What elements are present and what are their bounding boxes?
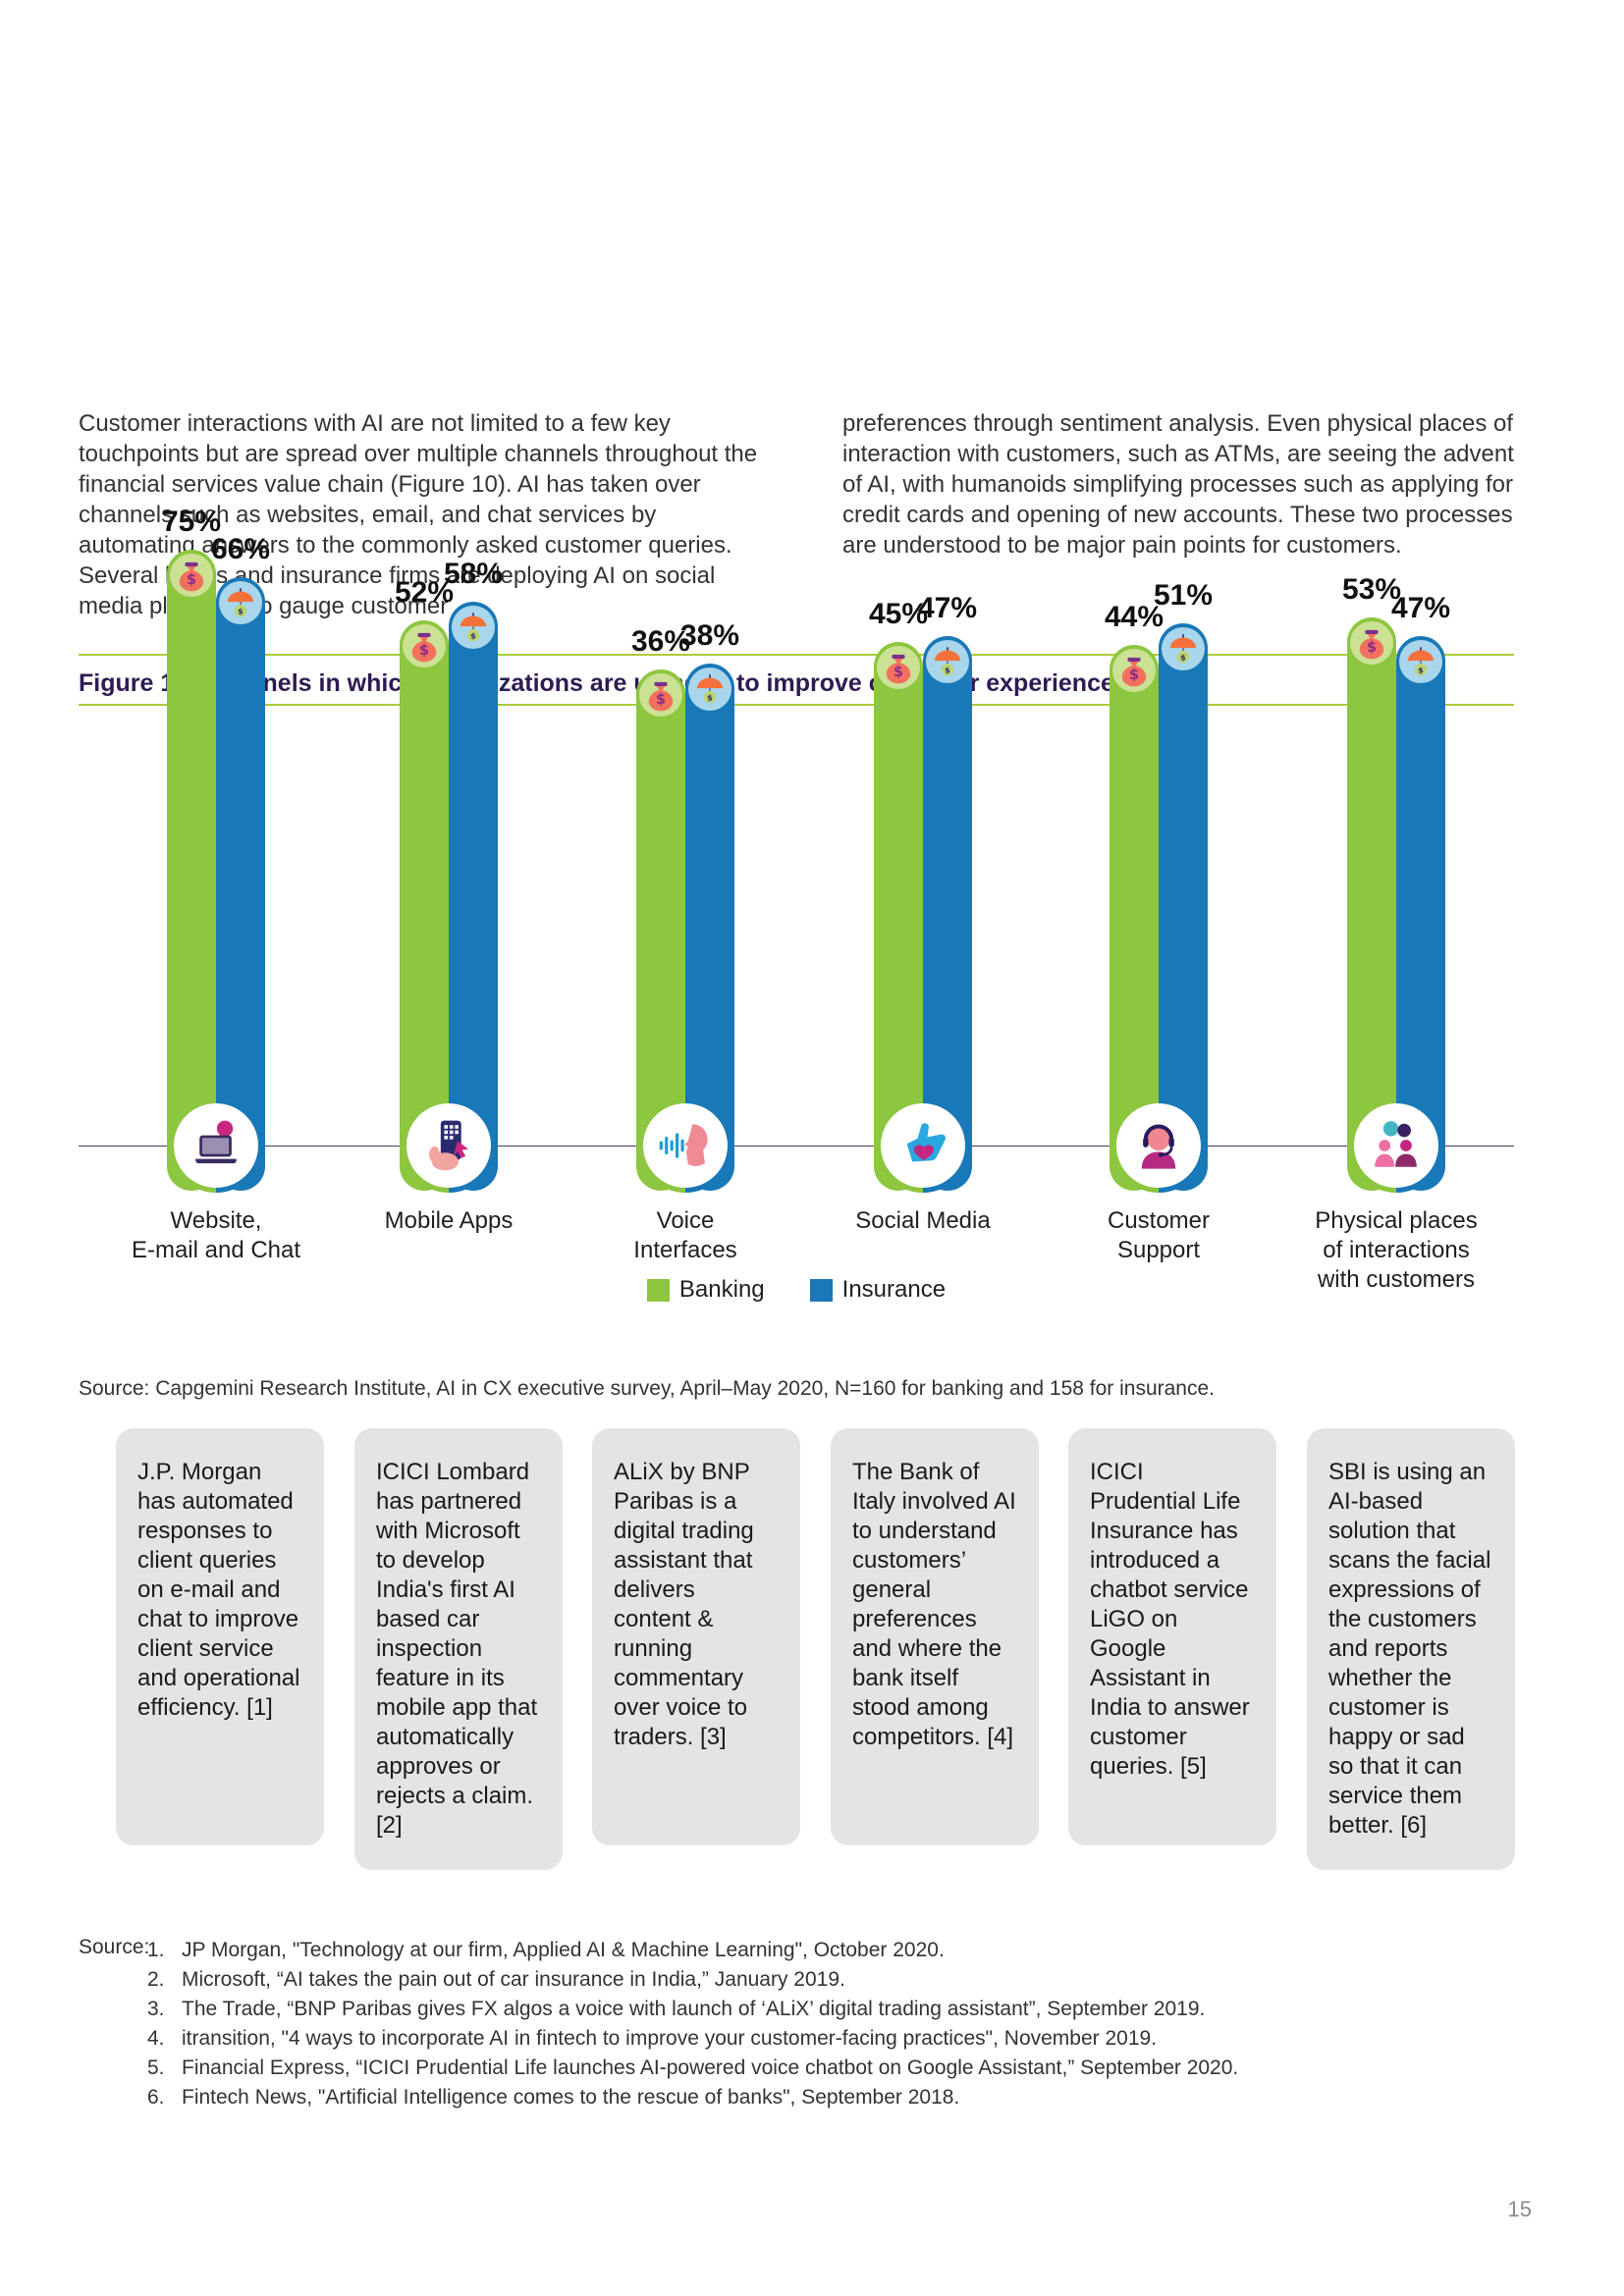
footnotes: Source: 1. JP Morgan, "Technology at our… [79, 1936, 1473, 2112]
example-card-bnp-paribas: ALiX by BNP Paribas is a digital trading… [592, 1428, 800, 1845]
footnote-item: 3. The Trade, “BNP Paribas gives FX algo… [147, 1998, 1206, 2020]
banking-bar [1347, 617, 1396, 1191]
category-label: Mobile Apps [384, 1207, 514, 1234]
legend-label-banking: Banking [678, 1276, 765, 1303]
banking-value-label: 45% [868, 598, 929, 630]
insurance-value-label: 58% [443, 558, 504, 590]
money-bag-icon: $ [1350, 621, 1393, 665]
umbrella-icon: $ [688, 667, 731, 711]
svg-text:$: $ [1367, 639, 1377, 656]
svg-text:$: $ [707, 692, 713, 702]
money-bag-icon: $ [170, 554, 213, 597]
chart-source-note: Source: Capgemini Research Institute, AI… [79, 1377, 1215, 1400]
insurance-bar [1159, 623, 1208, 1191]
svg-text:$: $ [187, 571, 196, 588]
banking-value-label: 75% [161, 506, 222, 538]
example-card-bank-of-italy: The Bank of Italy involved AI to underst… [831, 1428, 1039, 1845]
figure-bottom-rule [79, 704, 1514, 706]
category-circle [876, 1098, 970, 1193]
category-circle [169, 1098, 263, 1193]
figure-top-rule [79, 654, 1514, 656]
legend-item-banking: Banking [646, 1276, 765, 1304]
svg-text:$: $ [470, 630, 476, 640]
money-bag-icon: $ [1112, 649, 1156, 692]
figure-10-chart: $ $ 75% 66% Website, E-mail and Chat $ [79, 506, 1514, 1335]
money-bag-icon: $ [877, 646, 920, 689]
svg-text:$: $ [419, 642, 429, 659]
umbrella-icon: $ [1399, 640, 1442, 683]
footnote-item: 2. Microsoft, “AI takes the pain out of … [147, 1968, 845, 1991]
insurance-value-label: 51% [1153, 579, 1214, 612]
voice-interface-icon [643, 1103, 728, 1188]
mobile-hand-icon [406, 1103, 491, 1188]
laptop-chat-icon [174, 1103, 258, 1188]
example-card-icici-lombard: ICICI Lombard has partnered with Microso… [354, 1428, 563, 1870]
category-label: Customer Support [1107, 1207, 1211, 1263]
insurance-value-label: 47% [1390, 592, 1451, 624]
category-label: Voice Interfaces [633, 1207, 737, 1263]
banking-bar [400, 620, 449, 1191]
svg-text:$: $ [656, 691, 666, 708]
insurance-bar [449, 602, 498, 1191]
insurance-bar [923, 636, 972, 1191]
umbrella-icon: $ [926, 640, 969, 683]
category-circle [1349, 1098, 1443, 1193]
umbrella-icon: $ [219, 581, 262, 624]
legend-label-insurance: Insurance [841, 1276, 947, 1303]
footnote-item: 4. itransition, "4 ways to incorporate A… [147, 2027, 1158, 2050]
insurance-value-label: 47% [917, 592, 978, 624]
intro-paragraph-right: preferences through sentiment analysis. … [842, 410, 1514, 559]
category-label: Website, E-mail and Chat [131, 1207, 301, 1263]
money-bag-icon: $ [403, 624, 446, 667]
category-circle [1111, 1098, 1206, 1193]
svg-text:$: $ [893, 664, 903, 680]
page-number: 15 [1507, 2197, 1532, 2221]
svg-text:$: $ [1418, 665, 1424, 674]
banking-value-label: 53% [1341, 573, 1402, 606]
thumbs-up-icon [881, 1103, 965, 1188]
category-label: Physical places of interactions with cus… [1315, 1207, 1478, 1293]
example-cards: J.P. Morgan has automated responses to c… [0, 1428, 1624, 1890]
banking-value-label: 44% [1104, 601, 1164, 633]
umbrella-icon: $ [452, 606, 495, 649]
example-card-sbi: SBI is using an AI-based solution that s… [1307, 1428, 1515, 1870]
banking-bar [167, 550, 216, 1191]
category-circle [638, 1098, 732, 1193]
chart-baseline [79, 1146, 1514, 1147]
insurance-bar [1396, 636, 1445, 1191]
footnotes-source-label: Source: [79, 1936, 150, 1958]
category-circle [402, 1098, 496, 1193]
umbrella-icon: $ [1162, 627, 1205, 670]
footnote-item: 6. Fintech News, "Artificial Intelligenc… [147, 2086, 960, 2109]
svg-text:$: $ [1129, 667, 1139, 683]
people-group-icon [1354, 1103, 1438, 1188]
insurance-value-label: 66% [210, 533, 271, 565]
svg-text:$: $ [238, 606, 244, 615]
legend-item-insurance: Insurance [809, 1276, 947, 1304]
example-card-jp-morgan: J.P. Morgan has automated responses to c… [116, 1428, 324, 1845]
banking-value-label: 36% [630, 625, 691, 658]
money-bag-icon: $ [639, 673, 682, 717]
svg-text:$: $ [1180, 652, 1186, 662]
insurance-bar [216, 577, 265, 1191]
footnote-item: 1. JP Morgan, "Technology at our firm, A… [147, 1939, 945, 1961]
svg-text:$: $ [945, 665, 950, 674]
category-label: Social Media [855, 1207, 991, 1234]
footnote-item: 5. Financial Express, “ICICI Prudential … [147, 2056, 1239, 2079]
headset-agent-icon [1116, 1103, 1201, 1188]
banking-swatch-icon [646, 1278, 670, 1302]
banking-value-label: 52% [394, 576, 455, 609]
insurance-swatch-icon [809, 1278, 833, 1302]
insurance-value-label: 38% [679, 619, 740, 652]
example-card-icici-prudential: ICICI Prudential Life Insurance has intr… [1068, 1428, 1276, 1845]
chart-legend: Banking Insurance [79, 1276, 1514, 1304]
